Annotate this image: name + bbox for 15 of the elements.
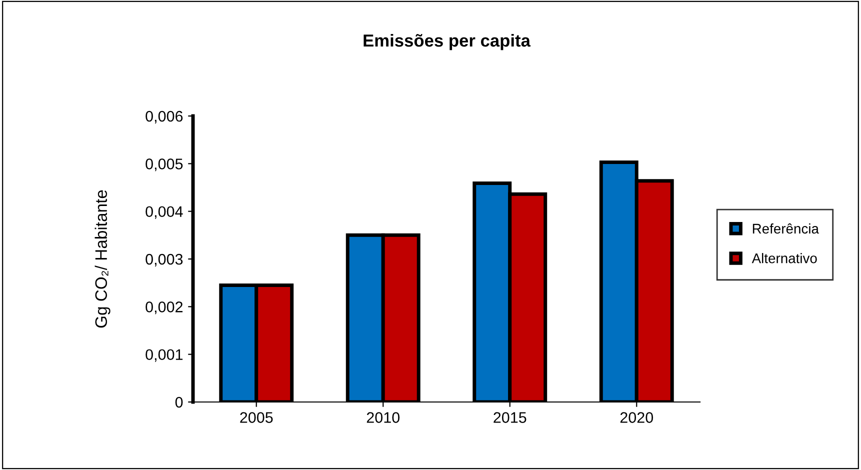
- y-tick-label: 0,003: [146, 254, 183, 266]
- x-tick-label: 2010: [366, 412, 400, 423]
- x-tick-label: 2015: [494, 412, 526, 423]
- legend-label: Alternativo: [752, 253, 817, 264]
- y-tick-label: 0: [175, 396, 183, 408]
- legend-label: Referência: [752, 223, 819, 234]
- y-tick-label: 0,005: [146, 158, 183, 172]
- y-tick-label: 0,001: [146, 349, 183, 362]
- y-tick-label: 0,006: [146, 110, 183, 124]
- y-axis-title: Gg CO₂/ Habitante: [94, 190, 110, 328]
- y-tick-label: 0,002: [146, 302, 183, 314]
- chart-title: Emissões per capita: [364, 34, 531, 50]
- x-tick-label: 2005: [240, 412, 273, 423]
- y-tick-label: 0,004: [146, 206, 183, 219]
- x-tick-label: 2020: [620, 412, 654, 423]
